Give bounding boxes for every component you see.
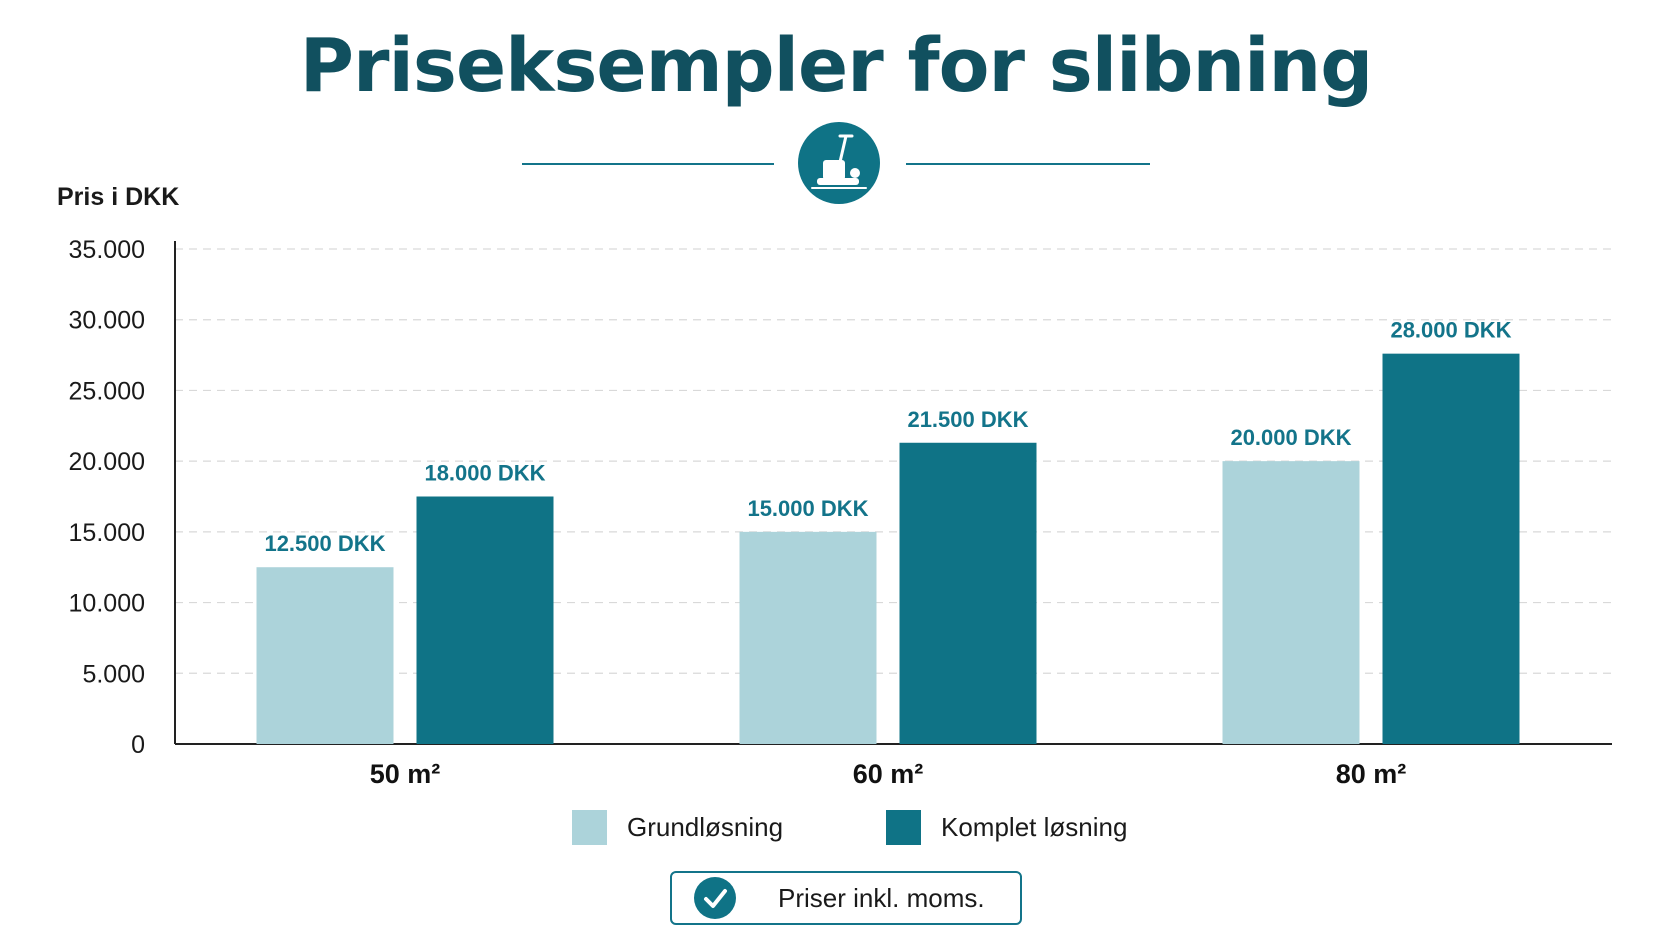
legend-swatch-basic <box>572 809 607 845</box>
bar-basic <box>1222 461 1360 744</box>
y-tick-label: 20.000 <box>69 448 145 476</box>
legend-label-basic: Grundløsning <box>627 811 784 842</box>
bar-complete <box>416 496 554 744</box>
y-tick-label: 35.000 <box>69 236 145 264</box>
y-tick-label: 25.000 <box>69 377 145 405</box>
check-icon <box>694 877 736 919</box>
legend-label-complete: Komplet løsning <box>941 811 1128 842</box>
data-label-complete: 28.000 DKK <box>1390 318 1511 343</box>
y-tick-label: 0 <box>131 731 145 759</box>
data-label-basic: 20.000 DKK <box>1230 425 1351 450</box>
title-divider-right <box>906 163 1150 165</box>
legend-item-complete: Komplet løsning <box>886 809 1127 845</box>
data-label-complete: 18.000 DKK <box>424 461 545 486</box>
y-axis-label: Pris i DKK <box>57 183 179 211</box>
y-tick-label: 5.000 <box>82 660 145 688</box>
legend-item-basic: Grundløsning <box>572 809 783 845</box>
bar-basic <box>256 567 394 744</box>
vat-note-text: Priser inkl. moms. <box>778 882 985 913</box>
x-tick-label: 50 m² <box>370 759 441 789</box>
floor-sander-icon <box>798 122 880 204</box>
chart-title: Priseksempler for slibning <box>299 23 1373 109</box>
bar-chart: Pris i DKK 0 5.000 10.000 15.000 20.000 25.000… <box>57 183 1612 789</box>
data-label-basic: 15.000 DKK <box>747 496 868 521</box>
vat-note: Priser inkl. moms. <box>670 871 1022 925</box>
x-tick-label: 60 m² <box>853 759 924 789</box>
data-label-complete: 21.500 DKK <box>907 407 1028 432</box>
y-tick-label: 15.000 <box>69 519 145 547</box>
bar-complete <box>1382 353 1520 744</box>
y-tick-label: 30.000 <box>69 307 145 335</box>
data-label-basic: 12.500 DKK <box>264 531 385 556</box>
y-tick-label: 10.000 <box>69 590 145 618</box>
bar-complete <box>899 442 1037 744</box>
x-tick-label: 80 m² <box>1336 759 1407 789</box>
title-divider-left <box>522 163 774 165</box>
legend-swatch-complete <box>886 809 921 845</box>
bar-basic <box>739 531 877 744</box>
